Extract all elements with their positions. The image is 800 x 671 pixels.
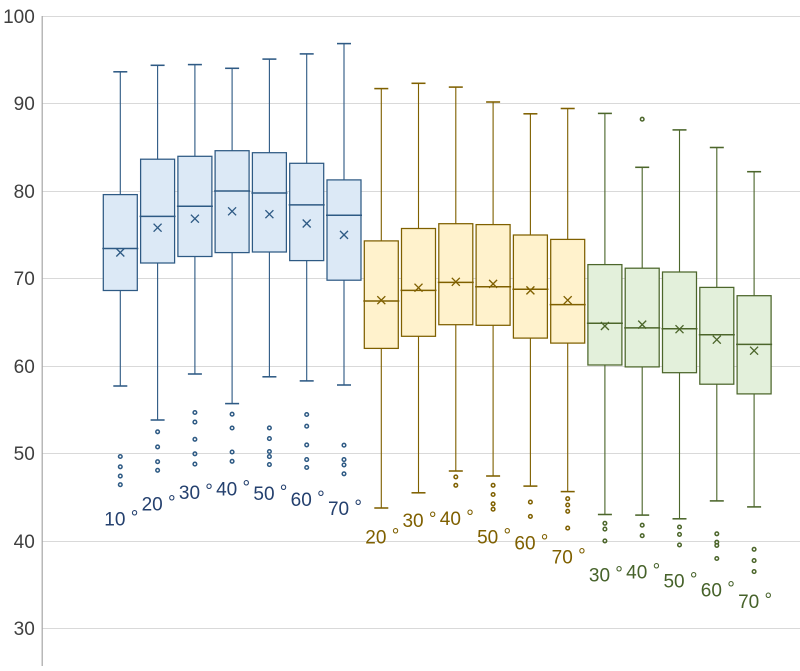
svg-text:60 °: 60 ° xyxy=(514,532,548,555)
svg-text:60 °: 60 ° xyxy=(291,488,325,511)
svg-text:50 °: 50 ° xyxy=(663,570,697,593)
svg-text:30: 30 xyxy=(14,619,35,640)
svg-text:100: 100 xyxy=(3,7,35,28)
svg-text:80: 80 xyxy=(14,182,35,203)
svg-text:30 °: 30 ° xyxy=(589,564,623,587)
svg-text:30 °: 30 ° xyxy=(402,509,436,532)
svg-text:50: 50 xyxy=(14,444,35,465)
svg-text:70 °: 70 ° xyxy=(738,590,772,613)
svg-text:20 °: 20 ° xyxy=(142,492,176,515)
svg-text:70: 70 xyxy=(14,269,35,290)
svg-text:30 °: 30 ° xyxy=(179,481,213,504)
svg-text:50 °: 50 ° xyxy=(477,525,511,548)
svg-text:50 °: 50 ° xyxy=(253,482,287,505)
svg-text:60 °: 60 ° xyxy=(701,579,735,602)
svg-text:40 °: 40 ° xyxy=(626,561,660,584)
svg-text:20 °: 20 ° xyxy=(365,525,399,548)
svg-text:70 °: 70 ° xyxy=(552,545,586,568)
svg-text:60: 60 xyxy=(14,357,35,378)
svg-text:70 °: 70 ° xyxy=(328,497,362,520)
svg-text:40 °: 40 ° xyxy=(216,478,250,501)
svg-text:10 °: 10 ° xyxy=(104,508,138,531)
svg-text:40 °: 40 ° xyxy=(440,507,474,530)
svg-text:90: 90 xyxy=(14,94,35,115)
svg-text:40: 40 xyxy=(14,532,35,553)
